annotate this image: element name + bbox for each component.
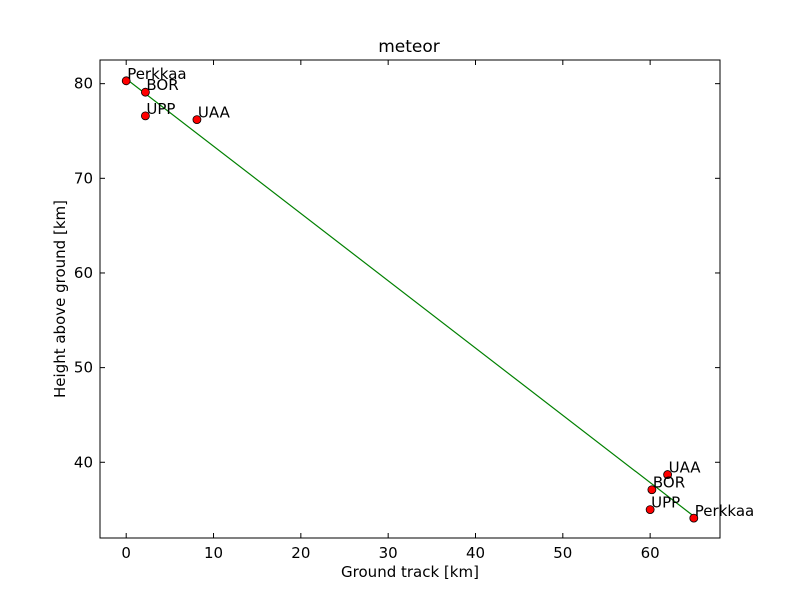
y-tick-label: 50 xyxy=(74,359,93,377)
x-axis-label: Ground track [km] xyxy=(341,563,479,581)
chart-title: meteor xyxy=(378,37,440,57)
x-tick-label: 0 xyxy=(121,544,131,562)
x-tick-label: 60 xyxy=(641,544,660,562)
point-label: BOR xyxy=(653,474,685,492)
x-tick-label: 40 xyxy=(466,544,485,562)
data-point xyxy=(663,470,673,479)
y-tick-label: 70 xyxy=(74,169,93,187)
x-tick-label: 10 xyxy=(204,544,223,562)
data-point xyxy=(192,115,202,125)
trajectory-fit-line xyxy=(125,78,695,517)
point-label: UAA xyxy=(198,104,231,122)
plot-frame xyxy=(99,59,721,539)
data-point xyxy=(141,111,150,121)
data-point xyxy=(645,505,655,515)
x-tick-label: 20 xyxy=(291,544,310,562)
x-tick-label: 30 xyxy=(379,544,398,562)
point-label: UPP xyxy=(651,494,680,512)
point-label: Perkkaa xyxy=(127,65,186,83)
data-point xyxy=(647,485,657,495)
point-label: Perkkaa xyxy=(695,502,754,520)
point-label: UAA xyxy=(669,459,702,477)
x-tick-label: 50 xyxy=(553,544,572,562)
data-point xyxy=(141,87,150,97)
point-label: UPP xyxy=(146,100,175,118)
point-label: BOR xyxy=(146,76,178,94)
data-point xyxy=(689,513,699,523)
y-tick-label: 80 xyxy=(74,75,93,93)
y-tick-label: 60 xyxy=(74,264,93,282)
data-point xyxy=(121,76,131,86)
y-axis-label: Height above ground [km] xyxy=(51,200,69,398)
y-tick-label: 40 xyxy=(74,453,93,471)
